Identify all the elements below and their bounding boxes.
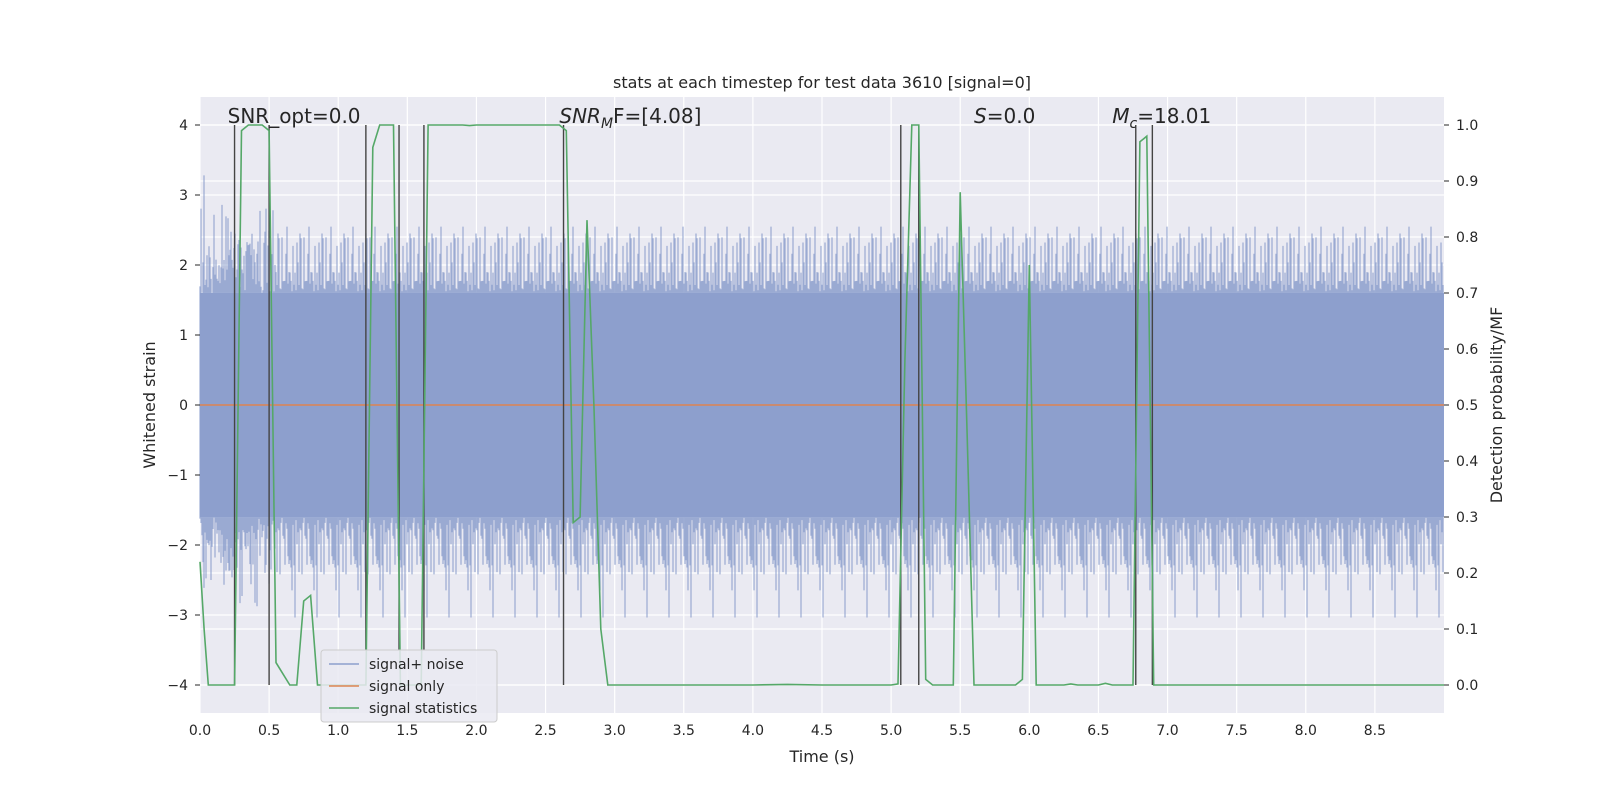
x-tick-label: 3.0 [604,723,626,739]
legend-label-statistics: signal statistics [369,701,477,717]
y-axis-right-label: Detection probability/MF [1487,307,1506,504]
y-left-tick-label: −3 [167,608,188,624]
y-left-tick-label: 1 [179,328,188,344]
y-right-tick-label: 0.1 [1456,622,1478,638]
x-tick-label: 7.5 [1226,723,1248,739]
annotations: SNR_opt=0.0 SNRMF=[4.08] S=0.0 Mc=18.01 [228,104,1212,132]
x-tick-label: 1.5 [396,723,418,739]
y-left-tick-label: 3 [179,188,188,204]
y-right-tick-label: 0.7 [1456,286,1478,302]
y-right-tick-label: 0.8 [1456,230,1478,246]
signal-statistics-series [199,124,1444,686]
y-left-tick-label: 0 [179,398,188,414]
legend-box [320,649,498,723]
y-right-tick-label: 0.4 [1456,454,1478,470]
x-tick-label: 0.5 [258,723,280,739]
y-axis-right-ticks: 1.0 0.9 0.8 0.7 0.6 0.5 0.4 0.3 0.2 0.1 0.0 [1444,118,1478,694]
chart-title: stats at each timestep for test data 361… [613,73,1031,92]
annotation-snr-opt: SNR_opt=0.0 [228,104,361,128]
legend-label-signal-only: signal only [369,679,444,695]
y-left-tick-label: −2 [167,538,188,554]
y-left-tick-label: −4 [167,678,188,694]
annotation-s-value: S=0.0 [974,104,1035,128]
x-tick-label: 4.5 [811,723,833,739]
annotation-snr-mf: SNRMF=[4.08] [559,104,701,132]
y-left-tick-label: 4 [179,118,188,134]
x-tick-label: 7.0 [1156,723,1178,739]
y-left-tick-label: −1 [167,468,188,484]
x-tick-label: 2.5 [534,723,556,739]
y-right-tick-label: 0.9 [1456,174,1478,190]
y-left-tick-label: 2 [179,258,188,274]
x-tick-label: 2.0 [465,723,487,739]
x-axis-label: Time (s) [788,747,854,766]
legend-label-noise: signal+ noise [369,657,464,673]
annotation-chirp-mass: Mc=18.01 [1112,104,1211,132]
x-tick-label: 3.5 [673,723,695,739]
y-right-tick-label: 0.3 [1456,510,1478,526]
y-right-tick-label: 0.6 [1456,342,1478,358]
x-tick-label: 6.0 [1018,723,1040,739]
legend: signal+ noise signal only signal statist… [320,649,498,723]
x-tick-label: 5.0 [880,723,902,739]
x-axis-ticks: 0.0 0.5 1.0 1.5 2.0 2.5 3.0 3.5 4.0 4.5 5.0 5.5 6.0 6… [189,723,1386,739]
x-tick-label: 8.5 [1364,723,1386,739]
y-axis-left-ticks: 4 3 2 1 0 −1 −2 −3 −4 [167,118,200,694]
x-tick-label: 8.0 [1295,723,1317,739]
y-right-tick-label: 0.0 [1456,678,1478,694]
noise-spikes [199,175,1444,618]
x-tick-label: 5.5 [949,723,971,739]
y-right-tick-label: 1.0 [1456,118,1478,134]
y-axis-left-label: Whitened strain [140,341,159,468]
x-tick-label: 0.0 [189,723,211,739]
y-right-tick-label: 0.2 [1456,566,1478,582]
y-right-tick-label: 0.5 [1456,398,1478,414]
x-tick-label: 6.5 [1087,723,1109,739]
x-tick-label: 1.0 [327,723,349,739]
x-tick-label: 4.0 [742,723,764,739]
